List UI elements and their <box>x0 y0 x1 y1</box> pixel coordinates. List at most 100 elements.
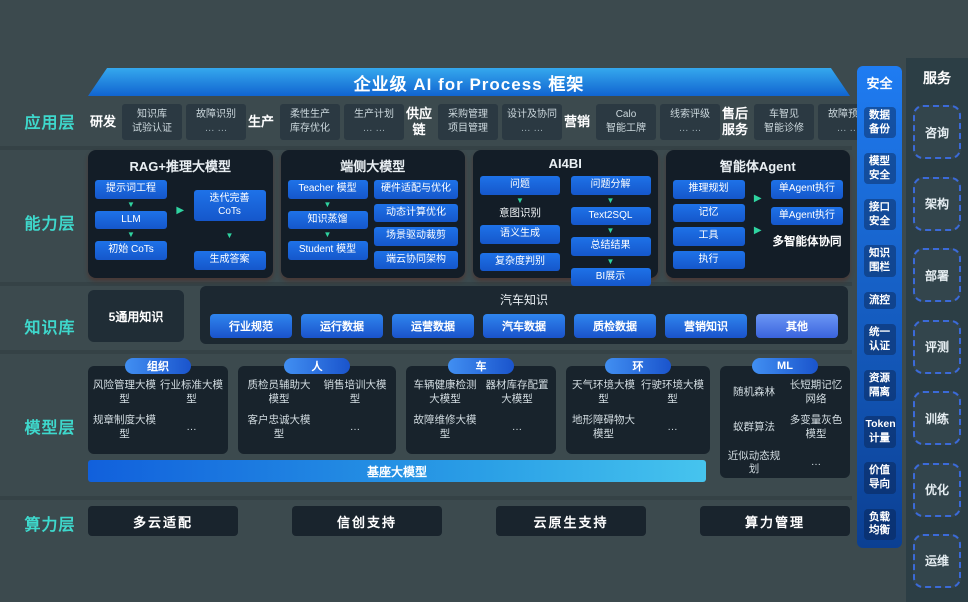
arrow-down-icon: ▼ <box>225 231 234 240</box>
card-edge-model: 端侧大模型 Teacher 模型 ▼ 知识蒸馏 ▼ Student 模型 硬件适… <box>280 150 465 278</box>
layer-label-application: 应用层 <box>24 115 76 132</box>
app-group-after-sales: 售后服务 车智见 智能诊修 故障预警 … … <box>720 104 878 140</box>
app-box-line: 线索评级 <box>670 109 710 120</box>
model-group-environment: 环 天气环境大模型 行驶环境大模型 地形障碍物大模型 … <box>566 358 710 454</box>
security-item: 价值导向 <box>863 462 896 494</box>
auto-knowledge-title: 汽车知识 <box>499 293 548 307</box>
app-box: 采购管理 项目管理 <box>438 104 498 140</box>
flow-node: 总结结果 <box>570 237 651 256</box>
model-item: … <box>667 421 678 434</box>
security-panel: 安全 数据备份 模型安全 接口安全 知识围栏 流控 统一认证 资源隔离 Toke… <box>857 66 902 548</box>
app-box-line: 设计及协同 <box>507 109 557 120</box>
arrow-down-icon: ▼ <box>606 195 615 205</box>
group-pill: 人 <box>284 358 350 374</box>
flow-column: 迭代完善 CoTs ▼ 生成答案 <box>193 180 266 270</box>
model-item: 客户忠诚大模型 <box>247 414 311 440</box>
flow-node: LLM <box>95 210 167 229</box>
compute-item: 算力管理 <box>700 506 850 536</box>
feature-column: 硬件适配与优化 动态计算优化 场景驱动裁剪 端云协同架构 <box>374 180 458 269</box>
app-group-label: 售后服务 <box>721 106 748 137</box>
knowledge-button: 质检数据 <box>574 314 656 338</box>
app-box-line: 知识库 <box>137 109 167 120</box>
model-group-vehicle: 车 车辆健康检测大模型 器材库存配置大模型 故障维修大模型 … <box>406 358 556 454</box>
card-title: RAG+推理大模型 <box>129 159 231 174</box>
knowledge-button: 运行数据 <box>301 314 383 338</box>
arrow-down-icon: ▼ <box>127 230 135 239</box>
arrow-right-icon: ▶ <box>753 225 762 236</box>
layer-label-capability: 能力层 <box>24 216 76 233</box>
security-item: 数据备份 <box>863 106 896 139</box>
flow-node: 生成答案 <box>193 251 266 270</box>
divider <box>0 282 852 286</box>
application-layer-row: 研发 知识库 试验认证 故障识别 … … 生产 柔性生产 库存优化 生产计划 …… <box>88 100 878 144</box>
security-panel-title: 安全 <box>866 76 893 91</box>
security-item: 模型安全 <box>863 153 896 185</box>
flow-node: 问题分解 <box>570 176 651 195</box>
model-item: 随机森林 <box>733 385 775 398</box>
connector: ▶ ▶ <box>752 180 764 269</box>
flow-node: 提示词工程 <box>95 180 167 199</box>
app-box-line: Calo <box>615 109 637 120</box>
model-item: … <box>349 421 361 434</box>
service-panel: 服务 咨询 架构 部署 评测 训练 优化 运维 <box>906 58 968 602</box>
model-item: 销售培训大模型 <box>323 379 387 405</box>
agent-caption: 多智能体协同 <box>772 236 842 248</box>
service-item: 评测 <box>913 319 961 374</box>
app-box-line: 故障预警 <box>828 109 868 120</box>
app-group-label: 生产 <box>247 114 274 130</box>
divider <box>0 350 852 354</box>
app-box-line: 故障识别 <box>196 109 236 120</box>
model-item: 质检员辅助大模型 <box>247 379 311 405</box>
app-box: 知识库 试验认证 <box>122 104 182 140</box>
flow-node: 单Agent执行 <box>771 180 843 199</box>
app-box-line: 柔性生产 <box>290 109 330 120</box>
service-panel-title: 服务 <box>923 70 951 86</box>
security-item: 资源隔离 <box>863 370 896 402</box>
model-item: 蚁群算法 <box>733 421 775 434</box>
model-item: 地形障碍物大模型 <box>572 414 635 440</box>
flow-node: 语义生成 <box>480 225 560 244</box>
model-group-people: 人 质检员辅助大模型 销售培训大模型 客户忠诚大模型 … <box>238 358 396 454</box>
flow-node: 执行 <box>672 250 745 269</box>
security-item: 负载均衡 <box>863 508 896 540</box>
model-item: 车辆健康检测大模型 <box>413 379 477 405</box>
layer-label-model: 模型层 <box>24 420 76 437</box>
service-item: 部署 <box>913 248 961 303</box>
capability-layer-row: RAG+推理大模型 提示词工程 ▼ LLM ▼ 初始 CoTs ▶ 迭代完善 C… <box>88 150 850 286</box>
app-group-production: 生产 柔性生产 库存优化 生产计划 … … <box>246 104 404 140</box>
group-pill: ML <box>752 358 818 374</box>
knowledge-button-other: 其他 <box>756 314 838 338</box>
flow-column: 推理规划 记忆 工具 执行 <box>672 180 745 269</box>
knowledge-button: 行业规范 <box>210 314 292 338</box>
divider <box>0 496 852 500</box>
flow-column: 单Agent执行 单Agent执行 多智能体协同 <box>771 180 843 269</box>
app-group-rnd: 研发 知识库 试验认证 故障识别 … … <box>88 104 246 140</box>
card-body: 提示词工程 ▼ LLM ▼ 初始 CoTs ▶ 迭代完善 CoTs ▼ 生成答案 <box>95 180 266 270</box>
card-body: 问题 ▼ 意图识别 语义生成 复杂度判别 问题分解 ▼ Text2SQL ▼ 总… <box>480 176 651 286</box>
layer-label-compute: 算力层 <box>24 517 76 534</box>
app-box-line: … … <box>520 123 544 134</box>
flow-node: 知识蒸馏 <box>287 210 368 229</box>
service-item: 优化 <box>913 462 961 517</box>
app-group-label: 营销 <box>563 114 590 130</box>
model-item: … <box>810 456 822 469</box>
flow-column: 问题分解 ▼ Text2SQL ▼ 总结结果 ▼ BI展示 <box>570 176 651 286</box>
arrow-right-icon: ▶ <box>176 205 185 216</box>
model-grid: 天气环境大模型 行驶环境大模型 地形障碍物大模型 … <box>571 379 705 442</box>
flow-column: Teacher 模型 ▼ 知识蒸馏 ▼ Student 模型 <box>287 180 368 269</box>
app-box-line: … … <box>836 123 860 134</box>
service-item: 运维 <box>913 533 961 588</box>
flow-column: 提示词工程 ▼ LLM ▼ 初始 CoTs <box>95 180 167 270</box>
security-item: 接口安全 <box>863 199 896 231</box>
knowledge-button: 运营数据 <box>392 314 474 338</box>
flow-node: 工具 <box>672 227 745 246</box>
feature-item: 硬件适配与优化 <box>374 180 458 199</box>
service-item: 架构 <box>913 176 961 231</box>
card-title: 端侧大模型 <box>340 159 406 174</box>
model-grid: 车辆健康检测大模型 器材库存配置大模型 故障维修大模型 … <box>411 379 551 442</box>
flow-node: 复杂度判别 <box>480 252 560 272</box>
feature-item: 动态计算优化 <box>374 203 458 222</box>
app-box-line: 采购管理 <box>448 109 488 120</box>
app-box-line: … … <box>678 123 702 134</box>
app-group-label: 供应链 <box>405 106 432 137</box>
